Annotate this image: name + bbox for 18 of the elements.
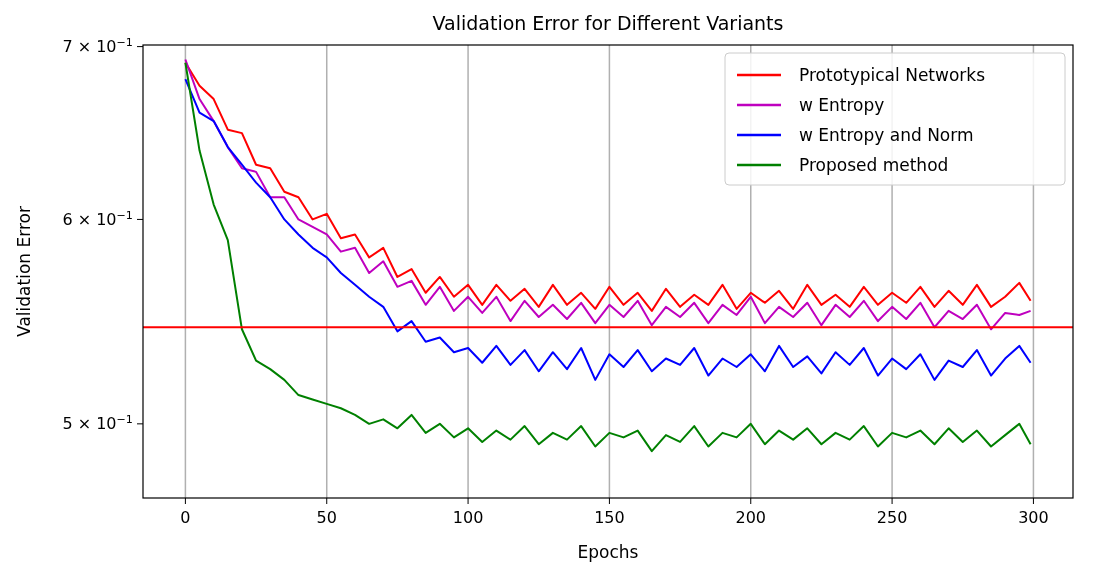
chart-title: Validation Error for Different Variants: [432, 12, 784, 34]
x-tick-label: 0: [180, 508, 191, 527]
x-tick-label: 200: [735, 508, 767, 527]
x-tick-label: 100: [452, 508, 484, 527]
x-tick-label: 300: [1018, 508, 1049, 527]
y-tick-label: 7 × 10$^{−1}$: [62, 35, 133, 57]
legend-label: w Entropy and Norm: [799, 124, 974, 145]
x-axis-title: Epochs: [577, 542, 639, 562]
line-series: [184, 61, 1032, 453]
x-tick-label: 50: [316, 508, 337, 527]
x-tick-label: 150: [594, 508, 625, 527]
y-tick-label: 6 × 10$^{−1}$: [62, 208, 133, 230]
x-tick-label: 250: [876, 508, 908, 527]
y-tick-label: 5 × 10$^{−1}$: [62, 412, 133, 434]
y-axis-title: Validation Error: [14, 206, 34, 337]
legend-label: w Entropy: [799, 94, 885, 115]
legend-label: Prototypical Networks: [799, 64, 986, 85]
legend-label: Proposed method: [799, 154, 949, 175]
